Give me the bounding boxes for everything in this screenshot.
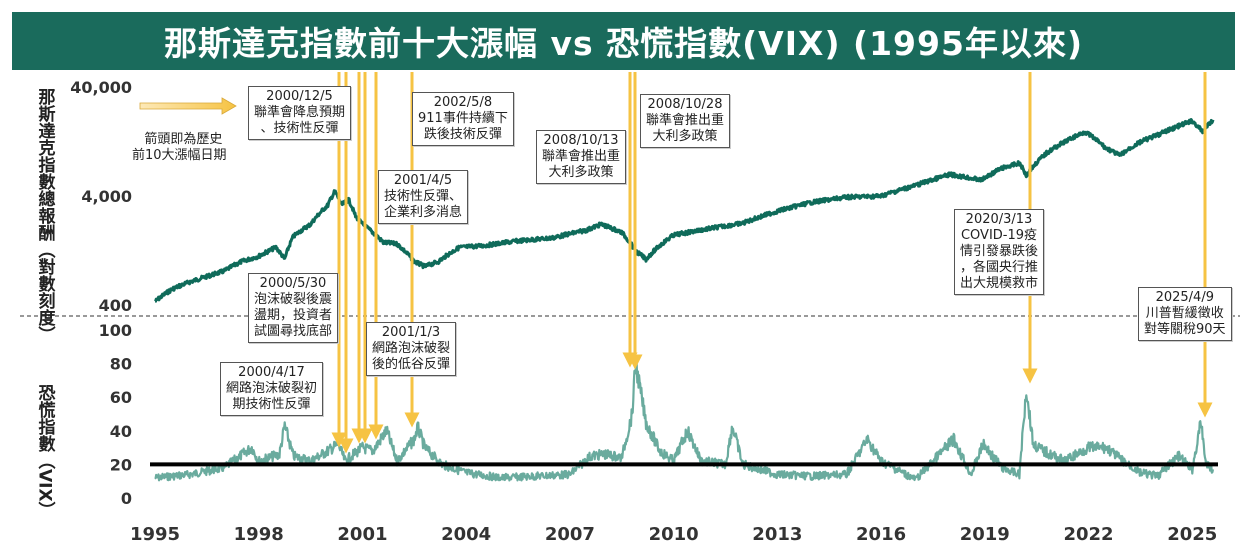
ytick-vix-2: 40 [110,422,132,441]
xtick-2004: 2004 [441,524,491,545]
xtick-2007: 2007 [545,524,595,545]
title-banner: 那斯達克指數前十大漲幅 vs 恐慌指數(VIX) (1995年以來) [12,12,1235,70]
annotation-2000-12-5: 2000/12/5 聯準會降息預期 、技術性反彈 [248,86,352,140]
legend-arrow [139,97,237,115]
xtick-2022: 2022 [1063,524,1113,545]
annotation-2025-4-9: 2025/4/9 川普暫緩徵收 對等關稅90天 [1138,287,1232,341]
ytick-vix-4: 80 [110,355,132,374]
annotation-2001-4-5: 2001/4/5 技術性反彈、 企業利多消息 [378,170,469,224]
ytick-top-0: 40,000 [70,78,132,97]
arrow-note: 箭頭即為歷史 前10大漲幅日期 [132,132,227,163]
annotation-2002-5-8: 2002/5/8 911事件持續下 跌後技術反彈 [412,92,514,146]
annotation-2020-3-13: 2020/3/13 COVID-19疫 情引發暴跌後 ，各國央行推 出大規模救市 [954,209,1045,295]
ytick-vix-0: 0 [121,489,132,508]
ytick-vix-1: 20 [110,455,132,474]
xtick-2016: 2016 [856,524,906,545]
xtick-2001: 2001 [337,524,387,545]
xtick-1995: 1995 [130,524,180,545]
annotation-2001-1-3: 2001/1/3 網路泡沫破裂 後的低谷反彈 [366,322,457,376]
ytick-vix-5: 100 [99,321,132,340]
xtick-1998: 1998 [234,524,284,545]
ytick-top-2: 400 [99,296,132,315]
annotation-2008-10-13: 2008/10/13 聯準會推出重 大利多政策 [536,130,627,184]
xtick-2025: 2025 [1167,524,1217,545]
vix-line [154,362,1215,482]
bottom-axis-label: 恐慌指數（VIX） [34,384,55,519]
xtick-2019: 2019 [960,524,1010,545]
xtick-2013: 2013 [752,524,802,545]
xtick-2010: 2010 [649,524,699,545]
ytick-top-1: 4,000 [81,187,132,206]
nasdaq-line [154,118,1215,303]
annotation-2000-5-30: 2000/5/30 泡沫破裂後震 盪期，投資者 試圖尋找底部 [248,273,339,343]
ytick-vix-3: 60 [110,388,132,407]
annotation-2008-10-28: 2008/10/28 聯準會推出重 大利多政策 [640,94,731,148]
chart-title: 那斯達克指數前十大漲幅 vs 恐慌指數(VIX) (1995年以來) [163,24,1084,63]
annotation-2000-4-17: 2000/4/17 網路泡沫破裂初 期技術性反彈 [220,362,324,416]
top-axis-label: 那斯達克指數總報酬（對數刻度） [34,88,55,343]
